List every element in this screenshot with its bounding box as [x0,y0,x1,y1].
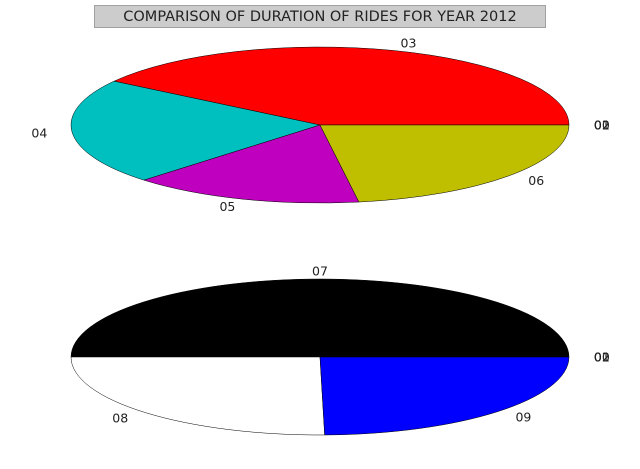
slice-label-04: 04 [31,126,47,141]
pie-slice-06 [319,124,570,203]
slice-label-08: 08 [112,411,128,426]
slice-label-01: 01 [594,350,610,365]
slice-label-09: 09 [515,410,531,425]
pie-slice-09 [319,356,570,436]
pie-slice-04 [70,80,321,181]
slice-label-05: 05 [219,199,235,214]
slice-label-07: 07 [312,264,328,279]
chart-title: COMPARISON OF DURATION OF RIDES FOR YEAR… [94,5,546,28]
pie-slice-03 [113,46,570,126]
slice-label-03: 03 [401,35,417,50]
slice-label-01: 01 [594,118,610,133]
pie-slice-07 [70,278,570,358]
slice-label-06: 06 [528,173,544,188]
pie-slice-05 [143,124,360,204]
slice-label-00: 00 [594,350,610,365]
slice-label-02: 02 [594,118,610,133]
pie-slice-08 [70,356,325,436]
slice-label-00: 00 [594,118,610,133]
slice-label-02: 02 [594,350,610,365]
